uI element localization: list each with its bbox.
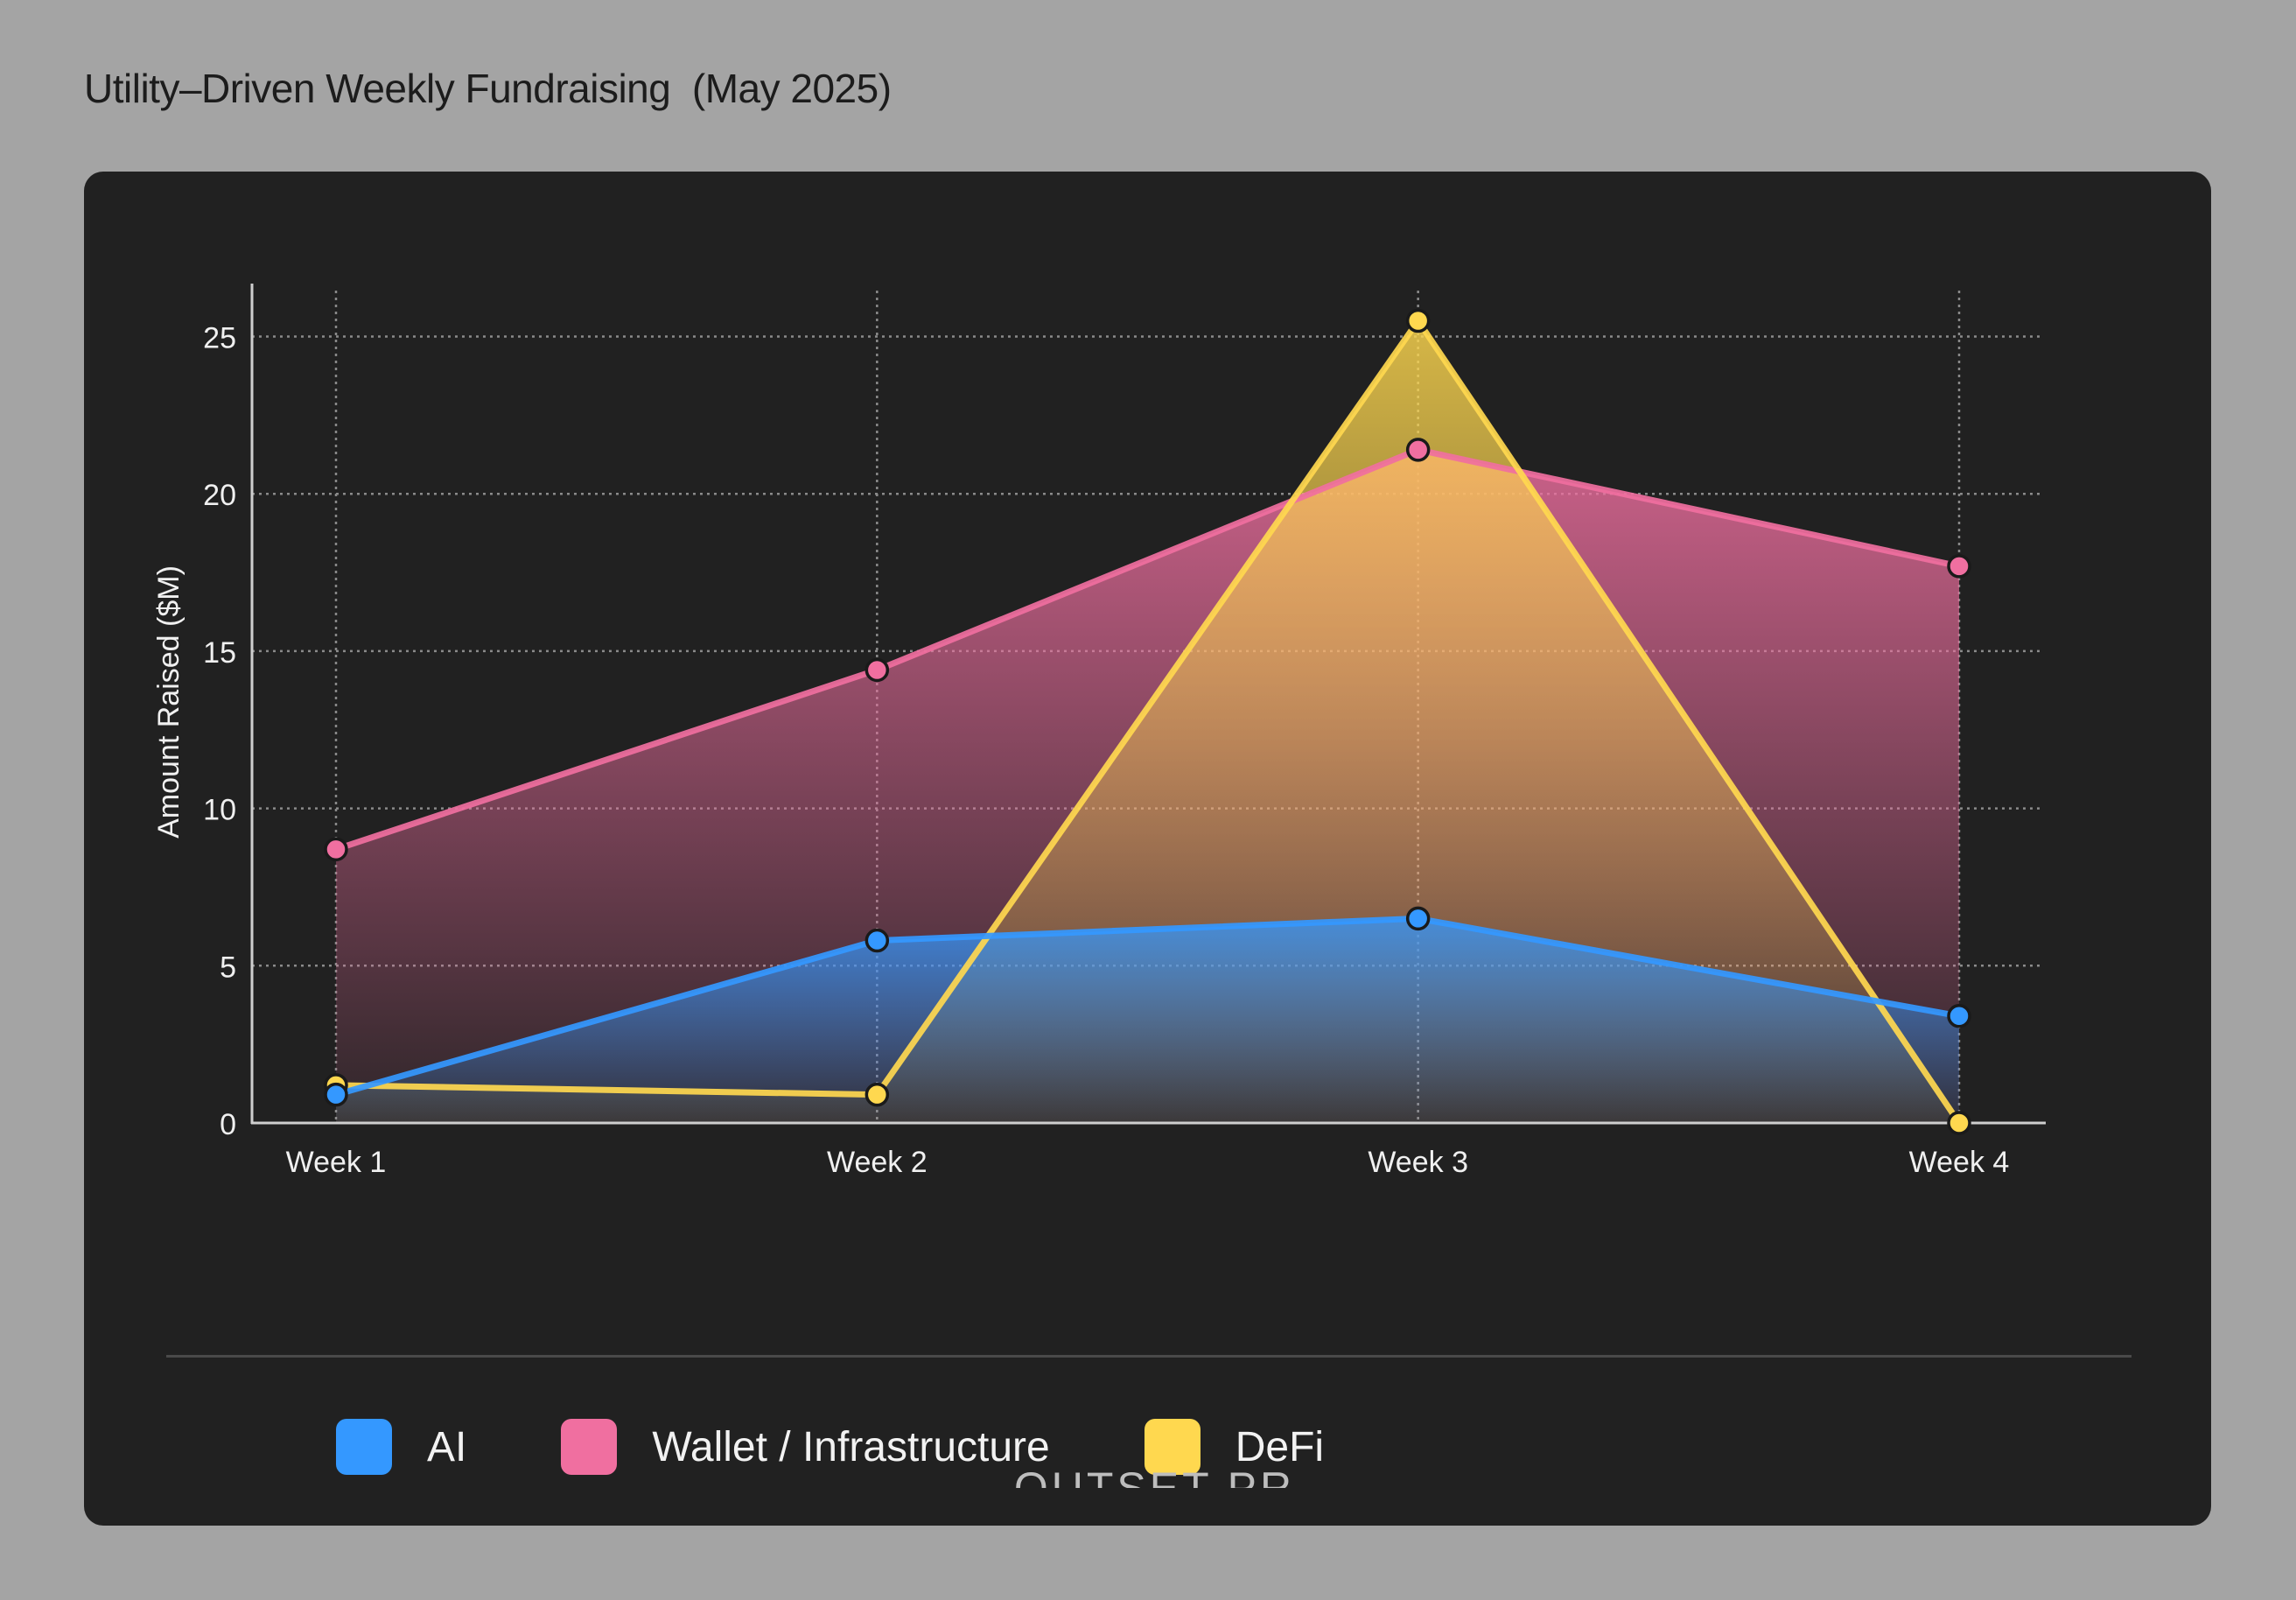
series-lines (334, 318, 1962, 1125)
point-wallet-infrastructure-1 (324, 837, 348, 862)
legend-swatch (561, 1419, 618, 1475)
axis-labels: 0 5 10 15 20 25 Week 1 Week 2 Week 3 Week 4 Amount… (152, 322, 2009, 1180)
series-points (324, 308, 1971, 1135)
y-axis-label: Amount Raised ($M) (152, 565, 186, 839)
chart-card: 0 5 10 15 20 25 Week 1 Week 2 Week 3 Week 4 Amount… (84, 172, 2211, 1526)
legend-item-ai: AI (336, 1419, 466, 1475)
point-wallet-infrastructure-4 (1947, 554, 1971, 579)
point-wallet-infrastructure-2 (864, 657, 890, 683)
point-defi-3 (1405, 308, 1431, 333)
legend-swatch (1144, 1419, 1200, 1475)
area-chart: 0 5 10 15 20 25 Week 1 Week 2 Week 3 Week 4 Amount… (152, 284, 2046, 1180)
x-tick-label: Week 4 (1909, 1146, 2010, 1179)
line-wallet-infrastructure (334, 446, 1960, 853)
x-tick-label: Week 1 (286, 1146, 387, 1179)
legend-item-defi: DeFi (1144, 1419, 1324, 1475)
page-title: Utility–Driven Weekly Fundraising (May 2… (84, 66, 892, 111)
point-defi-2 (864, 1082, 890, 1107)
legend-label: AI (427, 1423, 467, 1470)
y-tick-label: 5 (220, 951, 236, 984)
point-wallet-infrastructure-3 (1405, 438, 1431, 462)
area-defi (336, 320, 1959, 1123)
point-ai-1 (324, 1082, 348, 1107)
divider (166, 1355, 2132, 1358)
y-tick-label: 10 (203, 794, 236, 827)
brand-text: OUTSET PR (1014, 1469, 1295, 1488)
y-tick-label: 0 (220, 1108, 236, 1141)
legend-item-wallet-infrastructure: Wallet / Infrastructure (561, 1419, 1050, 1475)
line-ai (335, 915, 1960, 1098)
point-defi-4 (1947, 1111, 1971, 1135)
brand-logo: OUTSET PR (84, 1469, 2211, 1488)
y-tick-label: 15 (203, 636, 236, 670)
x-tick-label: Week 3 (1368, 1146, 1468, 1179)
legend-label: Wallet / Infrastructure (652, 1423, 1050, 1470)
series-areas (336, 320, 1959, 1123)
area-ai (336, 918, 1959, 1123)
chart-legend: AI Wallet / Infrastructure DeFi (336, 1416, 1418, 1477)
point-ai-2 (864, 928, 890, 953)
x-tick-label: Week 2 (827, 1146, 928, 1179)
legend-label: DeFi (1235, 1423, 1325, 1470)
point-ai-4 (1947, 1004, 1971, 1028)
y-tick-label: 25 (203, 322, 236, 355)
y-tick-label: 20 (203, 479, 236, 512)
axes (250, 284, 2046, 1125)
line-defi (335, 318, 1962, 1125)
point-ai-3 (1405, 906, 1431, 931)
legend-swatch (336, 1419, 392, 1475)
